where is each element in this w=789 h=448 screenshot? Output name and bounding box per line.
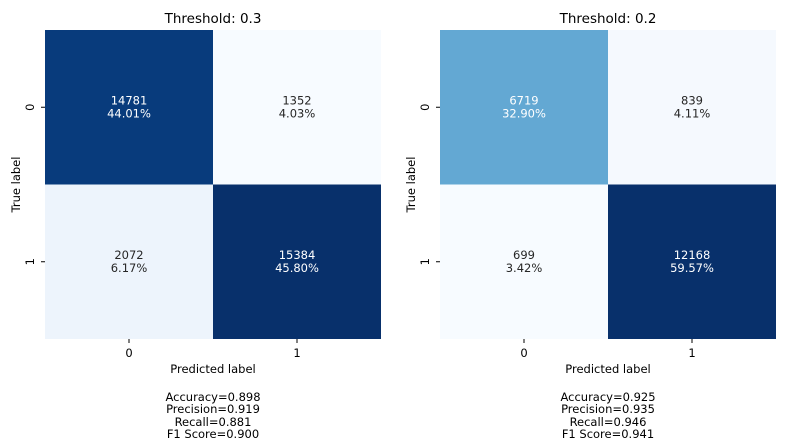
x-tick-label: 0 [125,346,132,360]
heatmap-cell [213,184,381,339]
f1-score-text: F1 Score=0.900 [166,426,260,441]
recall-text: Recall=0.881 [174,414,252,429]
cell-count-label: 2072 [114,248,143,262]
cell-count-label: 15384 [279,248,316,262]
cell-count-label: 1352 [282,93,311,107]
accuracy-text: Accuracy=0.925 [560,390,656,404]
x-tick-label: 1 [688,346,695,360]
y-tick-label: 0 [23,104,37,111]
y-tick-label: 1 [23,258,37,265]
x-axis-label: Predicted label [565,362,650,376]
precision-text: Precision=0.935 [561,402,655,417]
cell-percent-label: 32.90% [502,106,546,120]
y-axis-label: True label [9,157,23,214]
cell-percent-label: 6.17% [111,261,148,275]
heatmap-cell [213,30,381,185]
y-tick-label: 1 [418,258,432,265]
cell-count-label: 699 [513,248,535,262]
heatmap-cell [45,30,213,185]
heatmap-cell [440,30,608,185]
heatmap-cell [608,184,776,339]
heatmap-cell [608,30,776,185]
chart-title: Threshold: 0.3 [164,11,262,27]
chart-title: Threshold: 0.2 [559,11,657,27]
x-axis-label: Predicted label [170,362,255,376]
heatmap-cell [45,184,213,339]
x-tick-label: 0 [520,346,527,360]
x-tick-label: 1 [293,346,300,360]
cell-percent-label: 59.57% [670,261,714,275]
cell-percent-label: 4.03% [279,106,316,120]
y-axis-label: True label [404,157,418,214]
recall-text: Recall=0.946 [569,414,647,429]
cell-percent-label: 4.11% [674,106,711,120]
f1-score-text: F1 Score=0.941 [561,426,655,441]
accuracy-text: Accuracy=0.898 [165,390,261,404]
cell-percent-label: 45.80% [275,261,319,275]
precision-text: Precision=0.919 [166,402,260,417]
cell-count-label: 6719 [509,93,538,107]
heatmap-cell [440,184,608,339]
metrics-block-threshold-0-3: Accuracy=0.898 Precision=0.919 Recall=0.… [113,391,313,440]
y-tick-label: 0 [418,104,432,111]
cell-count-label: 12168 [674,248,711,262]
cell-percent-label: 3.42% [506,261,543,275]
metrics-block-threshold-0-2: Accuracy=0.925 Precision=0.935 Recall=0.… [508,391,708,440]
cell-count-label: 839 [681,93,703,107]
cell-count-label: 14781 [111,93,148,107]
cell-percent-label: 44.01% [107,106,151,120]
